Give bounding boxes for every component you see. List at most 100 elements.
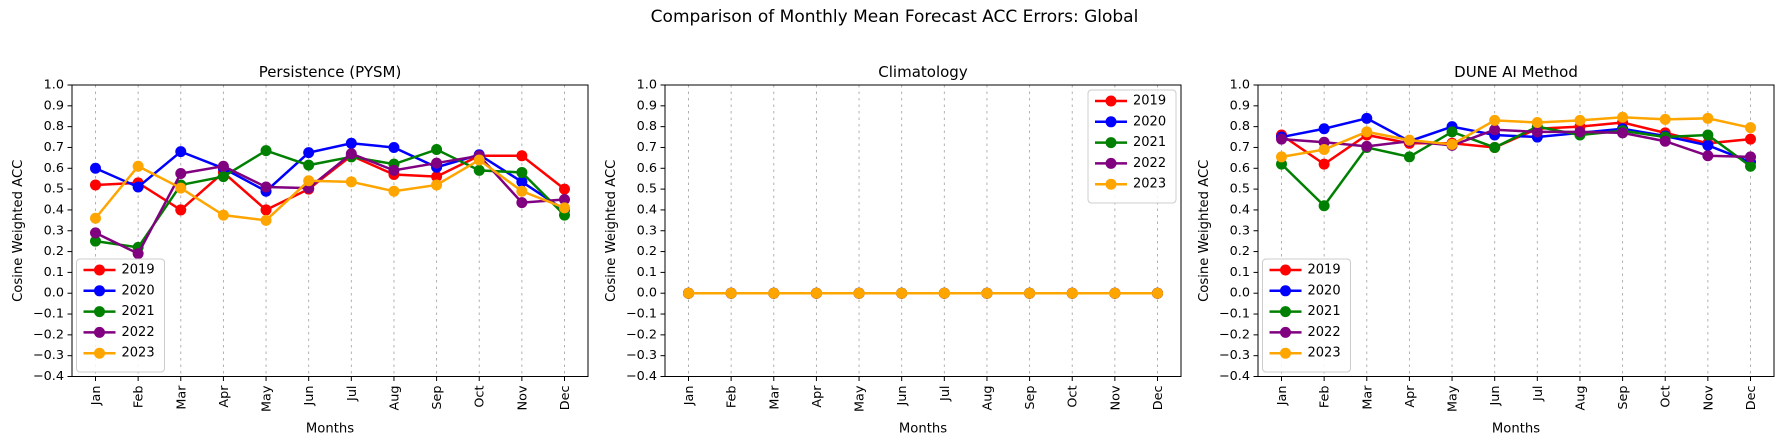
x-tick-label-Oct: Oct [1659,386,1674,408]
y-ticks-dune-ai-method: 1.0 0.9 0.8 0.7 0.6 0.5 0.4 0.3 0.2 0.1 0.0 −0.1 −0.… [1219,78,1258,384]
y-tick-label: 0.9 [1230,98,1250,113]
point-2021-Apr [1403,151,1415,163]
point-2023-Jun [303,175,315,187]
x-tick-label-Mar: Mar [1360,385,1375,410]
point-2023-Nov [1109,287,1121,299]
point-2019-Mar [175,204,187,216]
point-2022-Dec [559,194,570,206]
y-tick-label: 1.0 [44,78,64,93]
y-tick-label: 0.7 [44,140,64,155]
x-tick-label-Oct: Oct [1066,386,1081,408]
legend-marker-2020 [1280,285,1291,297]
subplot-title-persistence-pysm: Persistence (PYSM) [259,63,402,81]
point-2021-May [260,145,272,157]
x-tick-label-Jul: Jul [1531,386,1546,402]
x-tick-label-Jul: Jul [345,386,360,402]
subplot-dune-ai-method: 1.0 0.9 0.8 0.7 0.6 0.5 0.4 0.3 0.2 0.1 0.0 −0.1 −0.… [1197,63,1775,437]
y-tick-label: −0.3 [1219,348,1250,363]
gridlines-persistence-pysm [95,85,565,377]
series-dune-ai-method-2019 [1276,116,1756,170]
point-2023-Sep [1617,111,1629,123]
point-2022-Mar [1361,140,1373,152]
y-tick-label: 0.6 [637,161,657,176]
y-tick-label: 0.7 [637,140,657,155]
point-2023-Jul [1531,116,1543,128]
legend-label-2021: 2021 [1308,304,1341,319]
point-2022-Feb [132,248,144,260]
point-2022-May [260,181,272,193]
series-persistence-pysm-2022 [90,148,570,260]
y-tick-label: 0.8 [44,119,64,134]
x-ticks-climatology: Jan Feb Mar Apr May Jun Jul Aug Sep Oct Nov Dec [682,376,1166,412]
point-2019-Feb [1318,158,1330,170]
x-tick-label-Dec: Dec [1744,386,1759,411]
point-2023-Apr [217,209,229,221]
y-tick-label: −0.3 [33,348,64,363]
series-dune-ai-method-2023 [1276,111,1756,163]
legend-persistence-pysm: 2019 2020 2021 2022 2023 [76,258,165,373]
point-2023-Aug [388,185,400,197]
legend-label-2020: 2020 [122,283,155,298]
point-2019-Jan [90,179,101,191]
x-axis-label-climatology: Months [899,422,947,437]
point-2022-Mar [175,167,187,179]
y-tick-label: −0.2 [1219,327,1250,342]
y-tick-label: 0.8 [637,119,657,134]
y-tick-label: 0.6 [1230,161,1250,176]
point-2022-Jan [1276,133,1287,145]
x-tick-label-Jan: Jan [682,386,697,407]
legend-label-2023: 2023 [1133,177,1166,192]
x-tick-label-Aug: Aug [1573,386,1588,411]
gridlines-dune-ai-method [1281,85,1751,377]
y-tick-label: −0.4 [33,369,64,384]
point-2023-May [853,287,865,299]
legend-marker-2021 [1280,306,1291,318]
point-2023-Dec [1745,122,1756,134]
x-tick-label-Jan: Jan [1275,386,1290,407]
y-tick-label: −0.2 [33,327,64,342]
legend-marker-2022 [94,326,105,338]
figure-title: Comparison of Monthly Mean Forecast ACC … [651,7,1139,27]
x-tick-label-Aug: Aug [387,386,402,411]
x-tick-label-Apr: Apr [217,385,232,408]
legend-label-2019: 2019 [1308,263,1341,278]
subplot-title-climatology: Climatology [878,63,968,81]
point-2022-Apr [217,160,229,172]
x-tick-label-Apr: Apr [1403,385,1418,408]
x-tick-label-May: May [260,385,275,412]
point-2020-Jun [303,147,315,159]
point-2021-Dec [1745,160,1756,172]
x-tick-label-Dec: Dec [1151,386,1166,411]
y-tick-label: 0.1 [1230,265,1250,280]
y-ticks-persistence-pysm: 1.0 0.9 0.8 0.7 0.6 0.5 0.4 0.3 0.2 0.1 0.0 −0.1 −0.… [33,78,72,384]
legend-label-2021: 2021 [122,304,155,319]
point-2020-Nov [1702,139,1714,151]
x-tick-label-May: May [1446,385,1461,412]
point-2023-Jun [896,287,908,299]
point-2023-May [260,214,272,226]
point-2023-Dec [559,202,570,214]
point-2023-Apr [810,287,822,299]
y-tick-label: 0.3 [44,223,64,238]
legend-marker-2021 [1105,137,1117,149]
point-2023-Oct [1066,287,1078,299]
x-tick-label-Nov: Nov [1108,385,1123,410]
x-tick-label-Mar: Mar [174,385,189,410]
y-tick-label: 0.2 [637,244,657,259]
y-tick-label: 0.8 [1230,119,1250,134]
x-ticks-dune-ai-method: Jan Feb Mar Apr May Jun Jul Aug Sep Oct Nov Dec [1275,376,1759,412]
y-axis-label-climatology: Cosine Weighted ACC [604,160,619,302]
legend-label-2020: 2020 [1308,283,1341,298]
y-tick-label: 0.3 [1230,223,1250,238]
x-tick-label-Jun: Jun [1488,386,1503,407]
y-tick-label: 0.5 [637,182,657,197]
legend-marker-2020 [94,285,105,297]
y-axis-label-dune-ai-method: Cosine Weighted ACC [1197,160,1212,302]
point-2023-Aug [1574,114,1586,126]
point-2021-May [1446,126,1458,138]
y-tick-label: −0.1 [626,307,657,322]
point-2022-Oct [1659,135,1671,147]
y-tick-label: 0.9 [44,98,64,113]
point-2020-Feb [1318,123,1330,135]
